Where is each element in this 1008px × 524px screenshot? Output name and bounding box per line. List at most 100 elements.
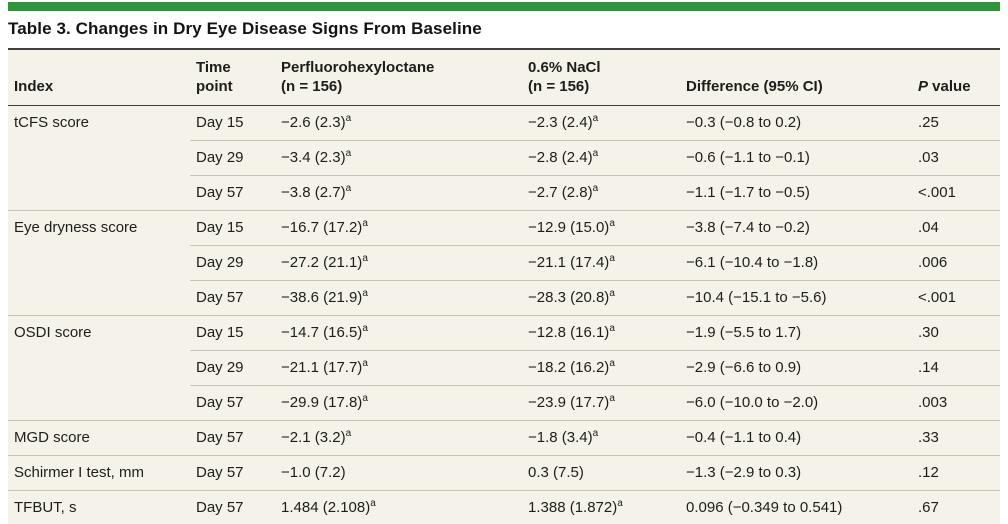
- perfluorohexyloctane-cell: −3.8 (2.7)a: [275, 175, 522, 211]
- footnote-a-marker: a: [345, 113, 352, 124]
- header-index: Index: [8, 49, 190, 106]
- p-value-cell: .25: [918, 114, 939, 131]
- p-value-cell: .12: [912, 455, 1000, 491]
- time-point-cell: Day 29: [190, 140, 275, 176]
- nacl-cell: −21.1 (17.4)a: [522, 245, 680, 281]
- table-row: Schirmer I test, mm Day 57 −1.0 (7.2) 0.…: [8, 455, 1000, 491]
- index-cell: Eye dryness score: [8, 210, 190, 246]
- index-cell: [8, 386, 190, 421]
- index-cell: tCFS score: [14, 114, 90, 131]
- table-row: Day 29 −21.1 (17.7)a −18.2 (16.2)a −2.9 …: [8, 350, 1000, 386]
- table-row: Eye dryness score Day 15 −16.7 (17.2)a −…: [8, 210, 1000, 246]
- index-cell: [8, 351, 190, 386]
- difference-cell: −1.1 (−1.7 to −0.5): [680, 175, 912, 211]
- difference-cell: 0.096 (−0.349 to 0.541): [680, 490, 912, 524]
- perfluorohexyloctane-cell: −2.1 (3.2)a: [275, 420, 522, 456]
- difference-cell: −6.0 (−10.0 to −2.0): [680, 385, 912, 421]
- index-cell: [8, 281, 190, 316]
- nacl-cell: 1.388 (1.872)a: [522, 490, 680, 524]
- p-value-cell: .03: [912, 140, 1000, 176]
- table-row: MGD score Day 57 −2.1 (3.2)a −1.8 (3.4)a…: [8, 420, 1000, 456]
- footnote-a-marker: a: [592, 148, 599, 159]
- perfluorohexyloctane-cell: −29.9 (17.8)a: [275, 385, 522, 421]
- perfluorohexyloctane-cell: −27.2 (21.1)a: [275, 245, 522, 281]
- footnote-a-marker: a: [617, 498, 623, 509]
- perfluorohexyloctane-cell: −16.7 (17.2)a: [275, 210, 522, 246]
- footnote-a-marker: a: [362, 218, 368, 229]
- time-point-cell: Day 29: [190, 350, 275, 386]
- time-point-cell: Day 29: [190, 245, 275, 281]
- header-perfluorohexyloctane: Perfluorohexyloctane (n = 156): [275, 49, 522, 106]
- time-point-cell: Day 15: [190, 210, 275, 246]
- time-point-cell: Day 15: [196, 114, 244, 131]
- perfluorohexyloctane-cell: −21.1 (17.7)a: [275, 350, 522, 386]
- table-row: OSDI score Day 15 −14.7 (16.5)a −12.8 (1…: [8, 315, 1000, 351]
- footnote-a-marker: a: [609, 358, 615, 369]
- index-cell: TFBUT, s: [8, 490, 190, 524]
- nacl-cell: −12.9 (15.0)a: [522, 210, 680, 246]
- header-difference: Difference (95% CI): [680, 49, 912, 106]
- header-p-value: P value: [912, 49, 1000, 106]
- footnote-a-marker: a: [362, 288, 368, 299]
- footnote-a-marker: a: [362, 358, 368, 369]
- p-value-cell: .14: [912, 350, 1000, 386]
- p-value-cell: .30: [912, 315, 1000, 351]
- table-body: tCFS score Day 15 −2.6 (2.3)a −2.3 (2.4)…: [8, 106, 1000, 524]
- difference-cell: −1.9 (−5.5 to 1.7): [680, 315, 912, 351]
- nacl-cell: −23.9 (17.7)a: [522, 385, 680, 421]
- header-time-point: Time point: [190, 49, 275, 106]
- table-title: Table 3. Changes in Dry Eye Disease Sign…: [8, 19, 482, 38]
- footnote-a-marker: a: [592, 113, 599, 124]
- index-cell: OSDI score: [8, 315, 190, 351]
- nacl-cell: 0.3 (7.5): [522, 455, 680, 491]
- p-value-cell: .003: [912, 385, 1000, 421]
- footnote-a-marker: a: [592, 428, 599, 439]
- perfluorohexyloctane-cell: −14.7 (16.5)a: [275, 315, 522, 351]
- footnote-a-marker: a: [362, 253, 368, 264]
- header-nacl: 0.6% NaCl (n = 156): [522, 49, 680, 106]
- p-value-cell: .006: [912, 245, 1000, 281]
- difference-cell: −0.4 (−1.1 to 0.4): [680, 420, 912, 456]
- nacl-cell: −12.8 (16.1)a: [522, 315, 680, 351]
- perfluorohexyloctane-cell: −3.4 (2.3)a: [275, 140, 522, 176]
- nacl-cell: −2.8 (2.4)a: [522, 140, 680, 176]
- footnote-a-marker: a: [362, 323, 368, 334]
- p-value-cell: .04: [912, 210, 1000, 246]
- table-row: Day 57 −38.6 (21.9)a −28.3 (20.8)a −10.4…: [8, 280, 1000, 316]
- header-row: Index Time point Perfluorohexyloctane (n…: [8, 49, 1000, 106]
- footnote-a-marker: a: [362, 393, 368, 404]
- time-point-cell: Day 57: [190, 455, 275, 491]
- nacl-cell: −2.7 (2.8)a: [522, 175, 680, 211]
- index-cell: Schirmer I test, mm: [8, 455, 190, 491]
- index-cell: [8, 246, 190, 281]
- time-point-cell: Day 15: [190, 315, 275, 351]
- p-value-cell: <.001: [912, 175, 1000, 211]
- difference-cell: −0.3 (−0.8 to 0.2): [686, 114, 802, 131]
- footnote-a-marker: a: [592, 183, 599, 194]
- table-row: tCFS score Day 15 −2.6 (2.3)a −2.3 (2.4)…: [8, 106, 1000, 141]
- footnote-a-marker: a: [609, 288, 615, 299]
- difference-cell: −6.1 (−10.4 to −1.8): [680, 245, 912, 281]
- time-point-cell: Day 57: [190, 385, 275, 421]
- table-header: Index Time point Perfluorohexyloctane (n…: [8, 49, 1000, 106]
- footnote-a-marker: a: [609, 323, 615, 334]
- difference-cell: −1.3 (−2.9 to 0.3): [680, 455, 912, 491]
- table-row: Day 57 −3.8 (2.7)a −2.7 (2.8)a −1.1 (−1.…: [8, 175, 1000, 211]
- difference-cell: −3.8 (−7.4 to −0.2): [680, 210, 912, 246]
- p-value-cell: <.001: [912, 280, 1000, 316]
- index-cell: [8, 141, 190, 176]
- index-cell: MGD score: [8, 420, 190, 456]
- perfluorohexyloctane-cell: −1.0 (7.2): [275, 455, 522, 491]
- footnote-a-marker: a: [609, 253, 615, 264]
- time-point-cell: Day 57: [190, 175, 275, 211]
- footnote-a-marker: a: [609, 218, 615, 229]
- difference-cell: −2.9 (−6.6 to 0.9): [680, 350, 912, 386]
- difference-cell: −10.4 (−15.1 to −5.6): [680, 280, 912, 316]
- time-point-cell: Day 57: [190, 280, 275, 316]
- table-row: TFBUT, s Day 57 1.484 (2.108)a 1.388 (1.…: [8, 490, 1000, 524]
- table-row: Day 57 −29.9 (17.8)a −23.9 (17.7)a −6.0 …: [8, 385, 1000, 421]
- time-point-cell: Day 57: [190, 420, 275, 456]
- perfluorohexyloctane-cell: −2.6 (2.3)a: [281, 113, 352, 132]
- p-value-rest: value: [928, 78, 971, 95]
